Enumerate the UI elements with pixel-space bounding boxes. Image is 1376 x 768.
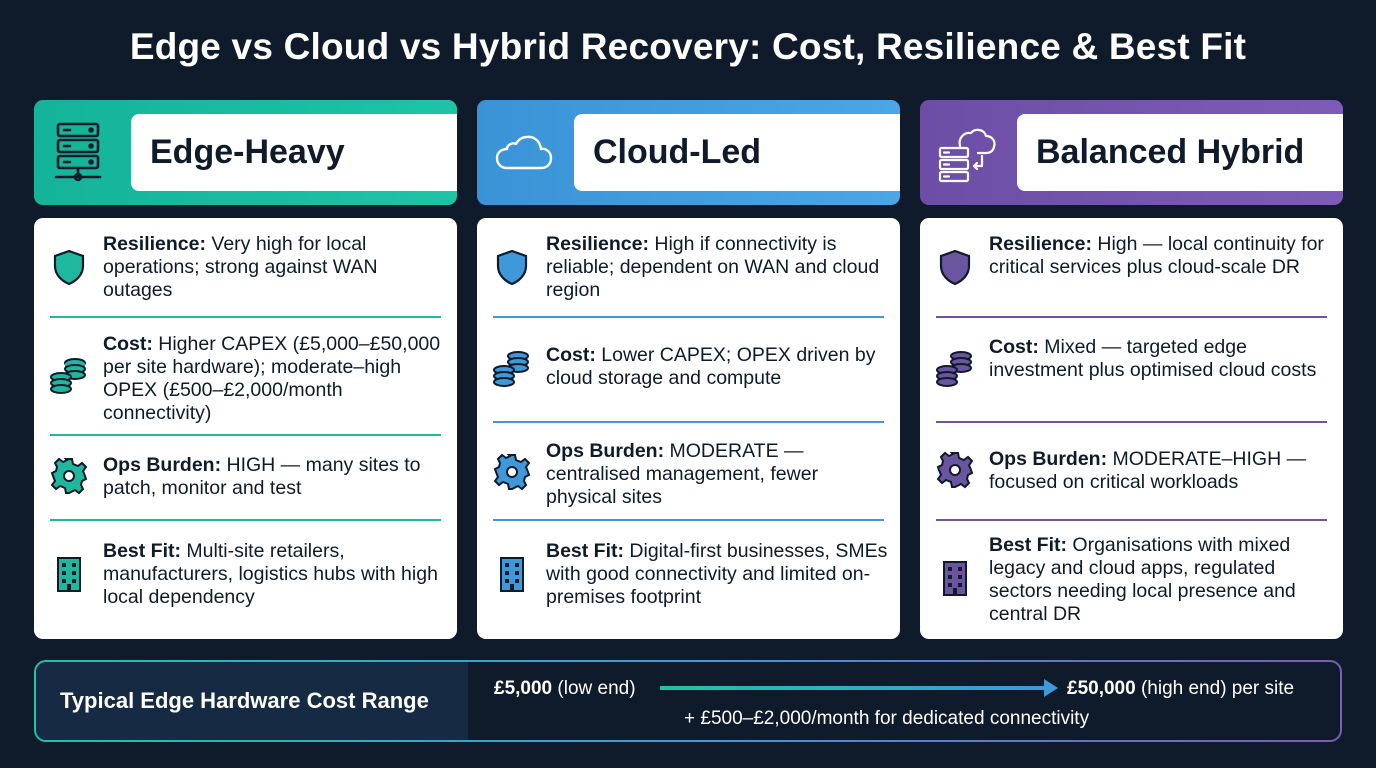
- coins-icon: [936, 351, 972, 387]
- column-title: Cloud-Led: [593, 133, 762, 171]
- column-body: Resilience: High — local continuity for …: [920, 218, 1343, 639]
- server-rack-icon: [54, 122, 102, 182]
- gear-icon: [493, 453, 531, 491]
- column-balanced-hybrid: Balanced Hybrid Resilience: High — local…: [920, 100, 1343, 639]
- gear-icon: [50, 457, 88, 495]
- column-title-box: Edge-Heavy: [131, 114, 457, 191]
- arrow-right-icon: [660, 679, 1058, 697]
- divider: [50, 434, 441, 436]
- shield-icon: [53, 249, 85, 286]
- resilience-text: Resilience: High if connectivity is reli…: [546, 233, 880, 301]
- ops-burden-text: Ops Burden: HIGH — many sites to patch, …: [103, 454, 421, 499]
- page-title: Edge vs Cloud vs Hybrid Recovery: Cost, …: [129, 26, 1247, 67]
- connectivity-note: + £500–£2,000/month for dedicated connec…: [684, 708, 1090, 729]
- column-body: Resilience: High if connectivity is reli…: [477, 218, 900, 639]
- column-edge-heavy: Edge-Heavy Resilience: Very high for loc…: [34, 100, 457, 639]
- divider: [936, 421, 1327, 423]
- resilience-text: Resilience: Very high for local operatio…: [103, 233, 378, 301]
- column-title: Balanced Hybrid: [1036, 133, 1305, 171]
- divider: [493, 519, 884, 521]
- cost-range-panel: Typical Edge Hardware Cost Range £5,000 …: [34, 660, 1342, 742]
- ops-burden-text: Ops Burden: MODERATE–HIGH — focused on c…: [989, 448, 1307, 493]
- gear-icon: [936, 451, 974, 489]
- cost-range-high: £50,000 (high end) per site: [1067, 678, 1295, 699]
- cost-range-label: Typical Edge Hardware Cost Range: [36, 662, 468, 740]
- divider: [50, 316, 441, 318]
- cloud-icon: [495, 135, 553, 170]
- column-header: Balanced Hybrid: [920, 100, 1343, 205]
- best-fit-text: Best Fit: Multi-site retailers, manufact…: [103, 540, 438, 608]
- column-title: Edge-Heavy: [150, 133, 345, 171]
- divider: [50, 519, 441, 521]
- resilience-text: Resilience: High — local continuity for …: [989, 233, 1324, 278]
- building-icon: [57, 557, 81, 592]
- column-title-box: Cloud-Led: [574, 114, 900, 191]
- hybrid-server-cloud-icon: [938, 128, 996, 183]
- coins-icon: [493, 351, 529, 387]
- shield-icon: [939, 249, 971, 286]
- column-body: Resilience: Very high for local operatio…: [34, 218, 457, 639]
- divider: [493, 316, 884, 318]
- column-cloud-led: Cloud-Led Resilience: High if connectivi…: [477, 100, 900, 639]
- coins-icon: [50, 358, 86, 394]
- column-header: Cloud-Led: [477, 100, 900, 205]
- column-header: Edge-Heavy: [34, 100, 457, 205]
- building-icon: [500, 557, 524, 592]
- best-fit-text: Best Fit: Digital-first businesses, SMEs…: [546, 540, 888, 608]
- cost-range-inner: Typical Edge Hardware Cost Range £5,000 …: [36, 662, 1340, 740]
- cost-text: Cost: Higher CAPEX (£5,000–£50,000 per s…: [103, 333, 441, 424]
- cost-range-low: £5,000 (low end): [494, 678, 636, 699]
- column-title-box: Balanced Hybrid: [1017, 114, 1343, 191]
- divider: [936, 316, 1327, 318]
- best-fit-text: Best Fit: Organisations with mixed legac…: [989, 534, 1296, 625]
- cost-text: Cost: Lower CAPEX; OPEX driven by cloud …: [546, 344, 876, 389]
- divider: [493, 421, 884, 423]
- shield-icon: [496, 249, 528, 286]
- cost-text: Cost: Mixed — targeted edge investment p…: [989, 336, 1317, 381]
- building-icon: [943, 561, 967, 596]
- divider: [936, 519, 1327, 521]
- ops-burden-text: Ops Burden: MODERATE — centralised manag…: [546, 440, 819, 508]
